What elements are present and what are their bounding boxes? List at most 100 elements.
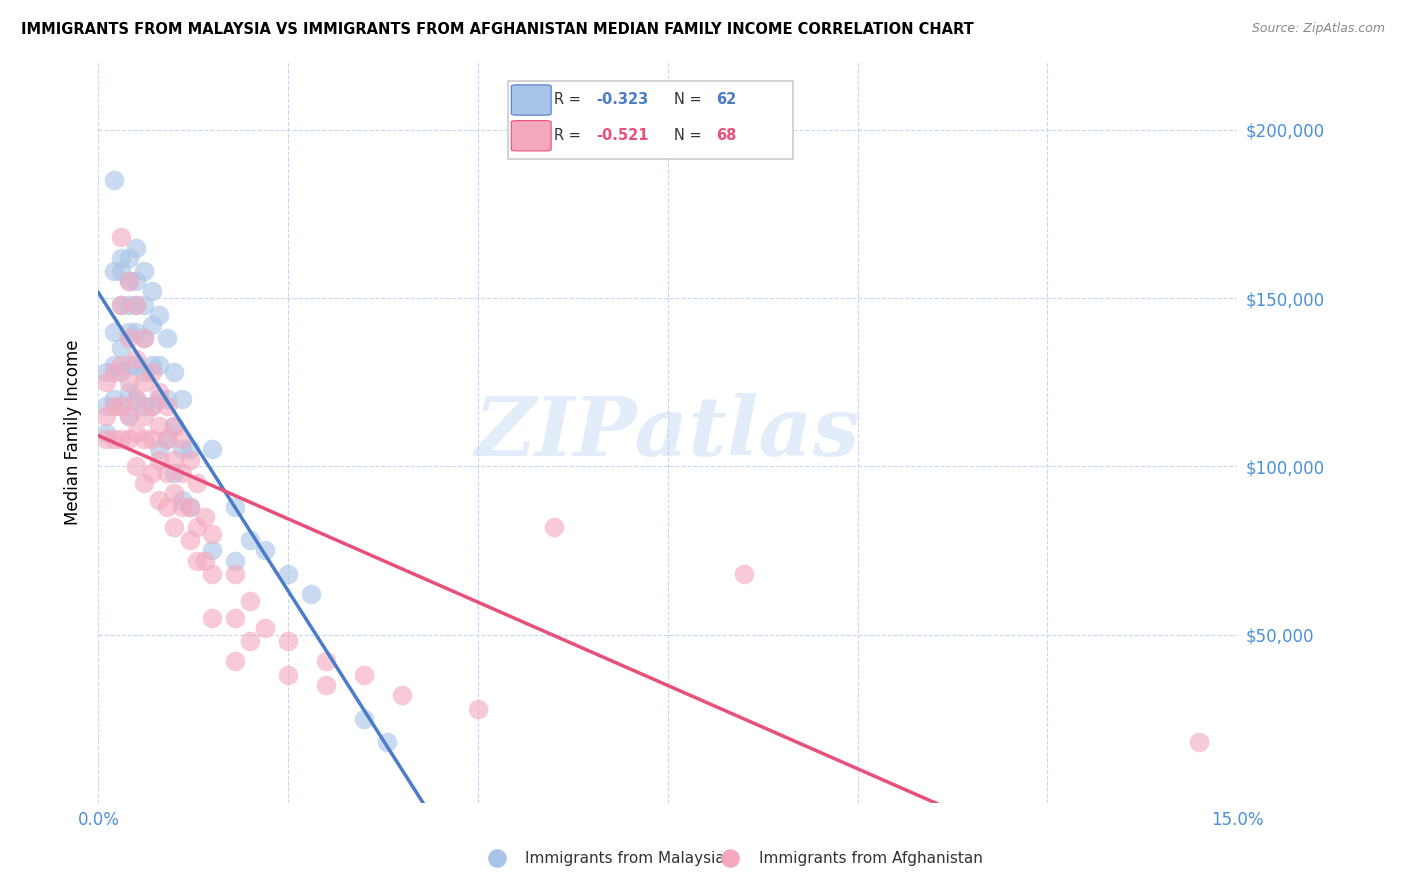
Point <box>125 274 148 288</box>
Point <box>125 298 148 312</box>
Point <box>132 365 155 379</box>
Point <box>125 392 148 406</box>
Point <box>132 331 155 345</box>
Point <box>110 251 132 265</box>
Point <box>299 587 322 601</box>
Point <box>132 264 155 278</box>
Point <box>201 566 224 581</box>
Point <box>315 678 337 692</box>
Point <box>224 553 246 567</box>
Point <box>148 359 170 373</box>
Point <box>239 594 262 608</box>
Point <box>141 399 163 413</box>
Point <box>141 285 163 299</box>
Point <box>163 365 186 379</box>
Point <box>148 392 170 406</box>
Point <box>141 365 163 379</box>
Point <box>125 325 148 339</box>
Point <box>353 712 375 726</box>
Point <box>1188 735 1211 749</box>
Point <box>110 342 132 356</box>
Point <box>118 375 141 389</box>
Point <box>239 634 262 648</box>
Point <box>254 543 277 558</box>
Point <box>194 509 217 524</box>
Point <box>163 520 186 534</box>
Point <box>110 298 132 312</box>
Point <box>118 251 141 265</box>
Point <box>148 308 170 322</box>
Point <box>94 399 117 413</box>
Point <box>148 442 170 457</box>
Point <box>141 359 163 373</box>
Point <box>118 325 141 339</box>
Point <box>118 274 141 288</box>
Y-axis label: Median Family Income: Median Family Income <box>63 340 82 525</box>
Point <box>163 418 186 433</box>
Point <box>103 173 125 187</box>
Point <box>148 492 170 507</box>
Point <box>132 298 155 312</box>
Point <box>186 520 208 534</box>
Point <box>194 553 217 567</box>
Point <box>170 392 193 406</box>
Point <box>467 701 489 715</box>
Point <box>141 433 163 447</box>
Point <box>179 500 201 514</box>
Point <box>156 399 179 413</box>
Point <box>163 466 186 480</box>
Point <box>132 399 155 413</box>
Point <box>132 433 155 447</box>
Point <box>201 526 224 541</box>
Point <box>163 486 186 500</box>
Point <box>170 492 193 507</box>
Point <box>170 442 193 457</box>
Point <box>239 533 262 548</box>
Point <box>125 425 148 440</box>
Point <box>179 500 201 514</box>
Point <box>110 298 132 312</box>
Point <box>170 500 193 514</box>
Point <box>110 399 132 413</box>
Point <box>125 240 148 255</box>
Point <box>125 351 148 366</box>
Point <box>110 365 132 379</box>
Point <box>353 668 375 682</box>
Point <box>94 409 117 423</box>
Point <box>224 610 246 624</box>
Point <box>141 318 163 332</box>
Point <box>201 442 224 457</box>
Point <box>148 385 170 400</box>
Point <box>156 500 179 514</box>
Point <box>94 433 117 447</box>
Point <box>118 274 141 288</box>
Point <box>201 610 224 624</box>
Point <box>277 566 299 581</box>
Point <box>103 325 125 339</box>
Text: IMMIGRANTS FROM MALAYSIA VS IMMIGRANTS FROM AFGHANISTAN MEDIAN FAMILY INCOME COR: IMMIGRANTS FROM MALAYSIA VS IMMIGRANTS F… <box>21 22 974 37</box>
Point <box>315 655 337 669</box>
Point <box>132 476 155 491</box>
Point <box>254 621 277 635</box>
Point <box>103 359 125 373</box>
Point <box>110 359 132 373</box>
Point <box>141 466 163 480</box>
Point <box>125 392 148 406</box>
Point <box>125 298 148 312</box>
Text: Source: ZipAtlas.com: Source: ZipAtlas.com <box>1251 22 1385 36</box>
Point <box>186 553 208 567</box>
Point <box>141 399 163 413</box>
Point <box>94 375 117 389</box>
Point <box>224 500 246 514</box>
Point <box>170 466 193 480</box>
Point <box>110 264 132 278</box>
Point <box>118 359 141 373</box>
Point <box>103 264 125 278</box>
Text: Immigrants from Malaysia: Immigrants from Malaysia <box>526 851 725 866</box>
Point <box>118 331 141 345</box>
Point <box>118 409 141 423</box>
Point <box>156 433 179 447</box>
Point <box>103 433 125 447</box>
Point <box>179 533 201 548</box>
Point <box>118 298 141 312</box>
